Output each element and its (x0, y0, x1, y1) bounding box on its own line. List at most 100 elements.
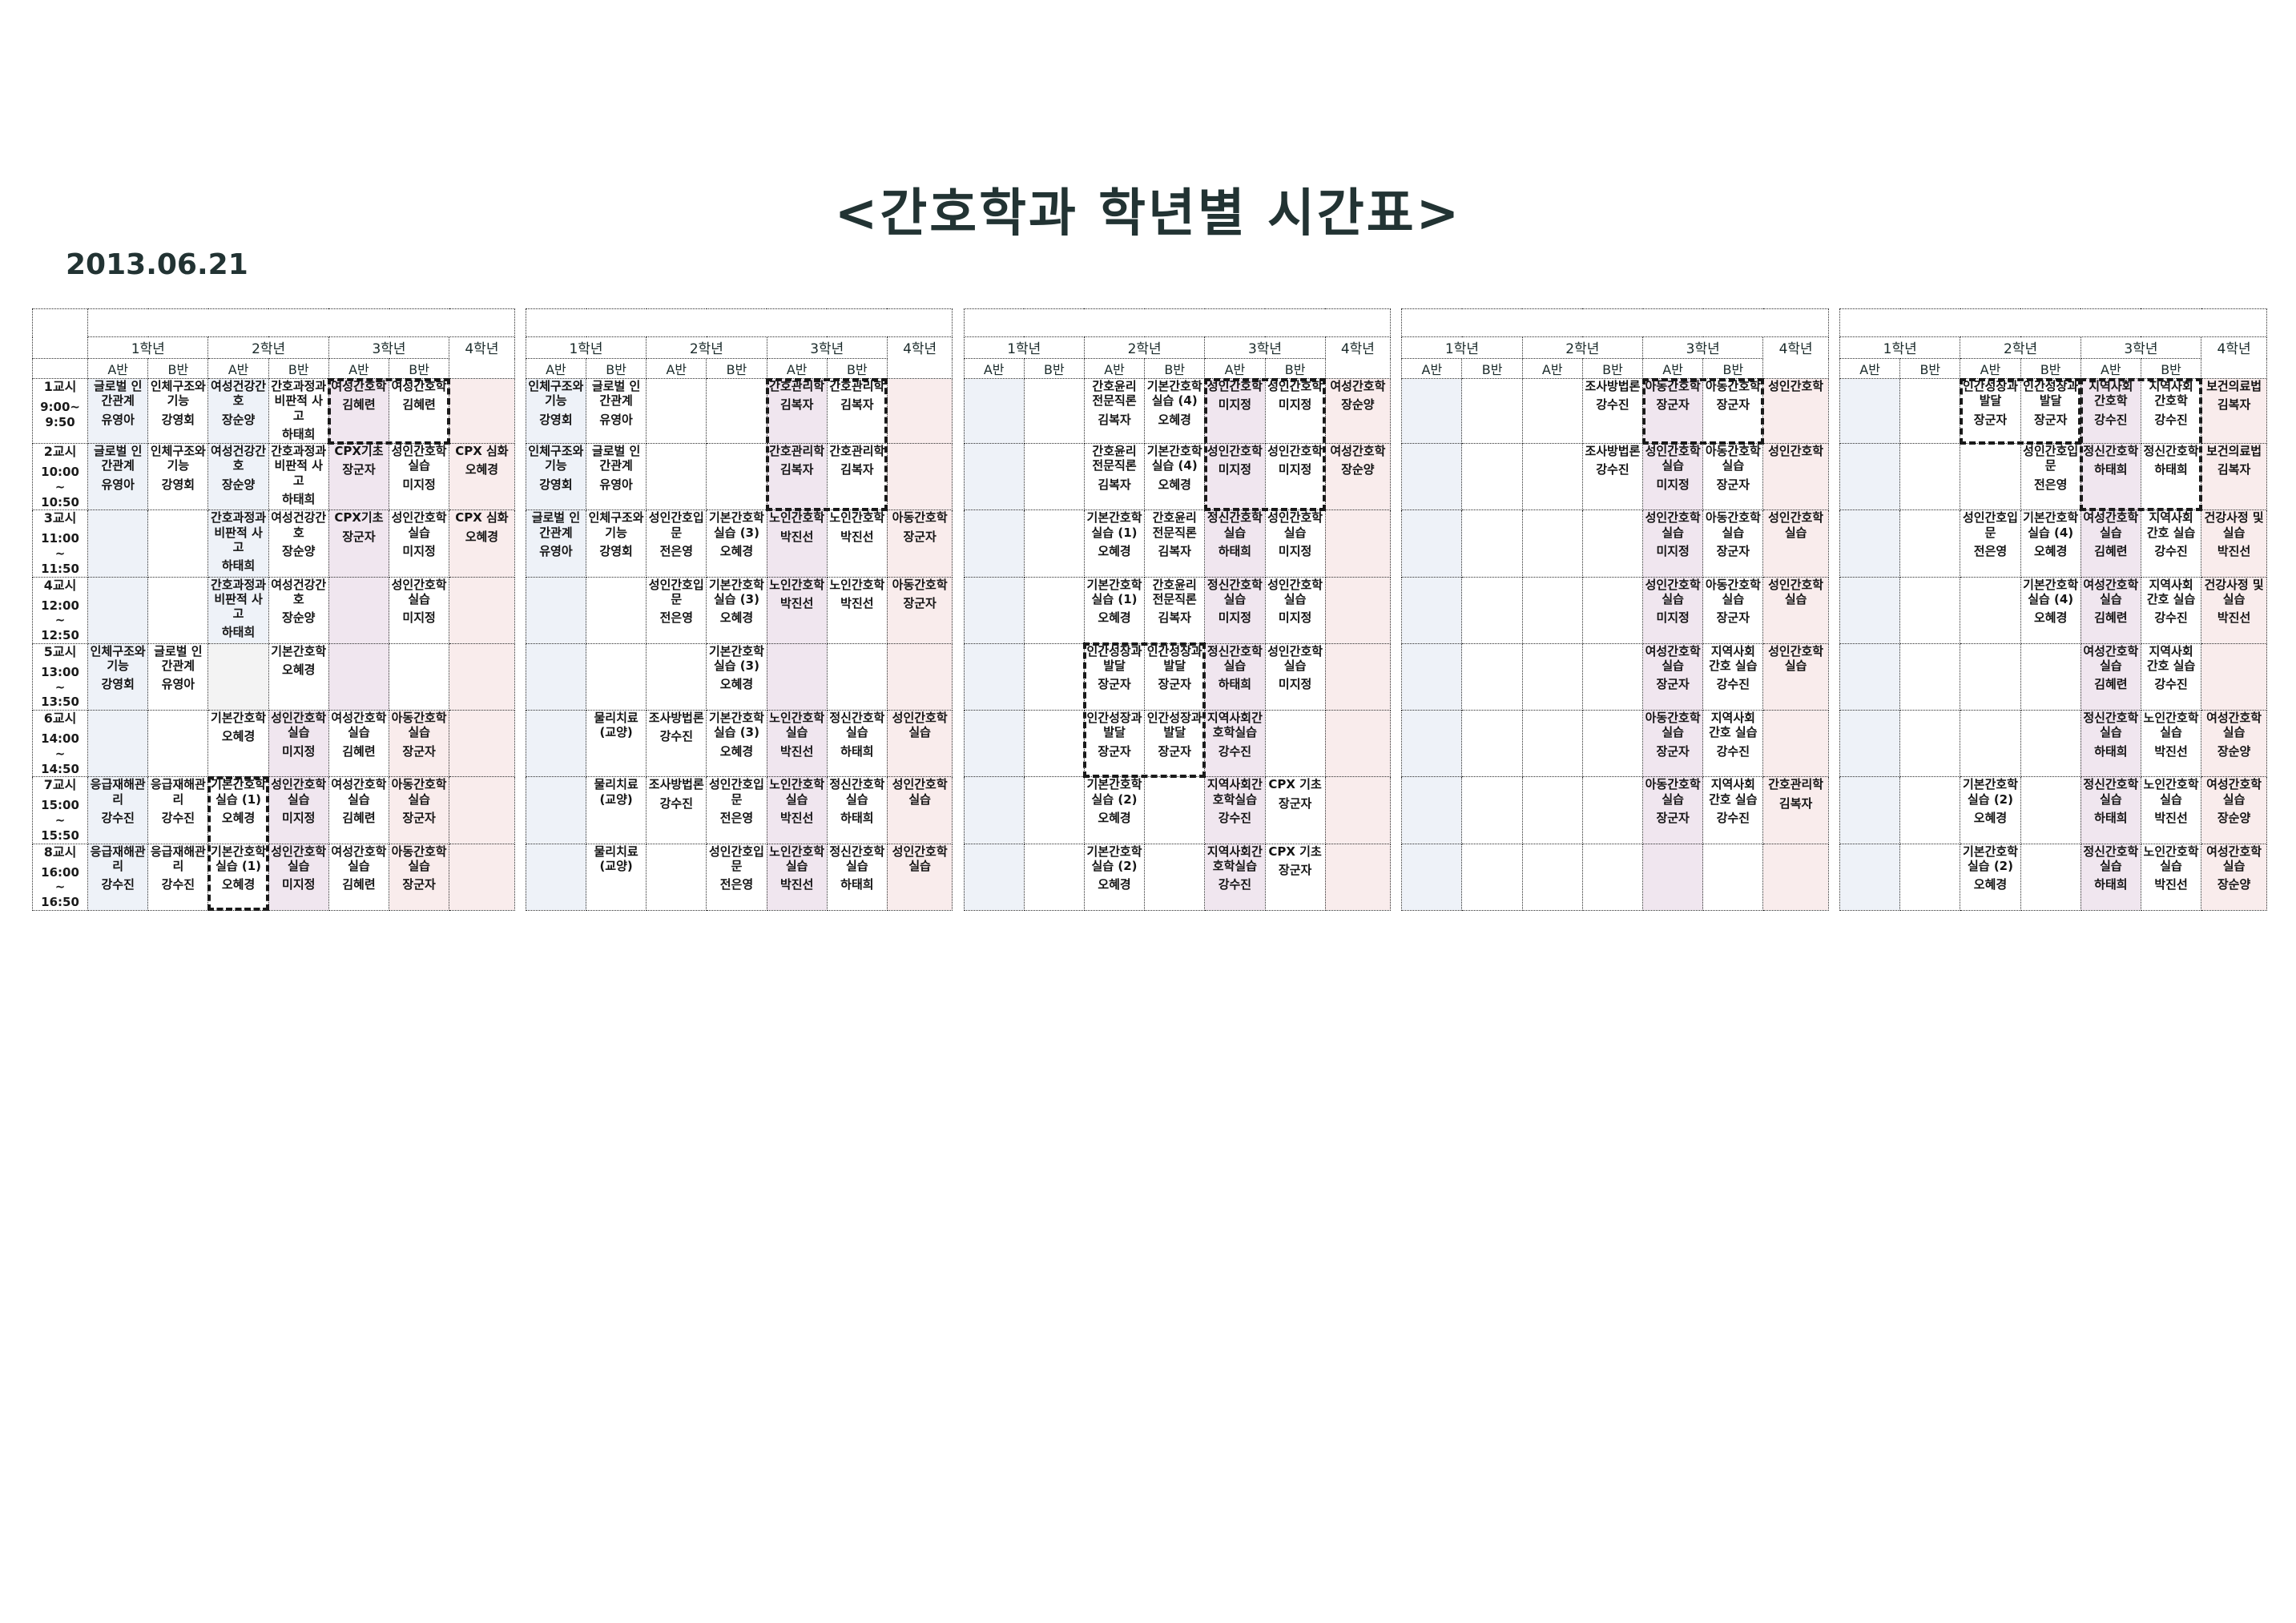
schedule-cell[interactable]: 정신간호학 실습 하태희 (1204, 642, 1266, 711)
schedule-cell[interactable]: 아동간호학 실습 장군자 (1702, 442, 1764, 511)
schedule-cell[interactable]: 물리치료 (교양) (586, 776, 647, 844)
schedule-cell[interactable] (1960, 576, 2021, 644)
schedule-cell[interactable]: 응급재해관리 강수진 (147, 776, 209, 844)
schedule-cell[interactable] (147, 709, 209, 778)
schedule-cell[interactable]: 노인간호학 박진선 (826, 509, 888, 578)
schedule-cell[interactable]: 성인간호학 실습 미지정 (268, 843, 329, 911)
schedule-cell[interactable]: 여성간호학 실습 김혜련 (2080, 509, 2141, 578)
schedule-cell[interactable] (328, 642, 390, 711)
schedule-cell[interactable] (449, 776, 515, 844)
schedule-cell[interactable]: 인체구조와 기능 강영회 (147, 378, 209, 444)
schedule-cell[interactable] (1521, 576, 1583, 644)
schedule-cell[interactable] (1264, 709, 1326, 778)
schedule-cell[interactable]: 정신간호학 실습 미지정 (1204, 576, 1266, 644)
schedule-cell[interactable]: 성인간호학 미지정 (1204, 378, 1266, 444)
schedule-cell[interactable]: 기본간호학 실습 (1) 오혜경 (207, 843, 269, 911)
schedule-cell[interactable] (1521, 776, 1583, 844)
schedule-cell[interactable] (1899, 843, 1961, 911)
schedule-cell[interactable] (886, 442, 953, 511)
schedule-cell[interactable] (2020, 709, 2081, 778)
schedule-cell[interactable] (2201, 642, 2267, 711)
schedule-cell[interactable] (1461, 378, 1523, 444)
schedule-cell[interactable]: 지역사회간호학실습 강수진 (1204, 843, 1266, 911)
schedule-cell[interactable]: 기본간호학 실습 (3) 오혜경 (706, 576, 767, 644)
schedule-cell[interactable]: 지역사회 간호학 강수진 (2140, 378, 2202, 444)
schedule-cell[interactable]: 여성간호학 실습 김혜련 (2080, 642, 2141, 711)
schedule-cell[interactable]: 보건의료법 김복자 (2201, 378, 2267, 444)
schedule-cell[interactable] (1461, 709, 1523, 778)
schedule-cell[interactable] (886, 642, 953, 711)
schedule-cell[interactable]: 보건의료법 김복자 (2201, 442, 2267, 511)
schedule-cell[interactable]: 노인간호학 실습 박진선 (2140, 843, 2202, 911)
schedule-cell[interactable]: 성인간호학 실습 미지정 (389, 509, 450, 578)
schedule-cell[interactable]: 성인간호학 미지정 (1204, 442, 1266, 511)
schedule-cell[interactable]: 물리치료 (교양) (586, 843, 647, 911)
schedule-cell[interactable]: 조사방법론 강수진 (646, 776, 707, 844)
schedule-cell[interactable]: 인체구조와 기능 강영회 (147, 442, 209, 511)
schedule-cell[interactable]: 여성건강간호 장순양 (207, 378, 269, 444)
schedule-cell[interactable]: 여성간호학 김혜련 (389, 378, 450, 444)
schedule-cell[interactable] (1521, 709, 1583, 778)
schedule-cell[interactable] (449, 709, 515, 778)
schedule-cell[interactable] (147, 509, 209, 578)
schedule-cell[interactable]: 조사방법론 강수진 (1581, 378, 1644, 444)
schedule-cell[interactable]: 아동간호학 실습 장군자 (1702, 509, 1764, 578)
schedule-cell[interactable]: 성인간호입문 전은영 (706, 843, 767, 911)
schedule-cell[interactable]: 여성간호학 실습 김혜련 (328, 843, 390, 911)
schedule-cell[interactable]: 인간성장과 발달 장군자 (2020, 378, 2081, 444)
schedule-cell[interactable]: 기본간호학 실습 (4) 오혜경 (1144, 378, 1206, 444)
schedule-cell[interactable]: 지역사회 간호 실습 강수진 (2140, 642, 2202, 711)
schedule-cell[interactable]: 노인간호학 박진선 (826, 576, 888, 644)
schedule-cell[interactable]: 조사방법론 강수진 (646, 709, 707, 778)
schedule-cell[interactable] (1521, 378, 1583, 444)
schedule-cell[interactable]: 성인간호학 (1762, 378, 1829, 444)
schedule-cell[interactable] (1401, 378, 1463, 444)
schedule-cell[interactable]: 아동간호학 장군자 (886, 576, 953, 644)
schedule-cell[interactable] (1324, 709, 1392, 778)
schedule-cell[interactable]: 성인간호입문 전은영 (646, 576, 707, 644)
schedule-cell[interactable] (1023, 843, 1085, 911)
schedule-cell[interactable] (1839, 509, 1901, 578)
schedule-cell[interactable]: 정신간호학 실습 하태희 (826, 709, 888, 778)
schedule-cell[interactable] (963, 776, 1025, 844)
schedule-cell[interactable]: 간호윤리 전문직론 김복자 (1083, 378, 1146, 444)
schedule-cell[interactable]: 여성간호학 실습 김혜련 (2080, 576, 2141, 644)
schedule-cell[interactable] (1324, 509, 1392, 578)
schedule-cell[interactable]: 기본간호학 실습 (1) 오혜경 (1083, 509, 1146, 578)
schedule-cell[interactable]: 기본간호학 실습 (3) 오혜경 (706, 709, 767, 778)
schedule-cell[interactable] (525, 576, 587, 644)
schedule-cell[interactable]: 응급재해관리 강수진 (147, 843, 209, 911)
schedule-cell[interactable]: 응급재해관리 강수진 (87, 776, 149, 844)
schedule-cell[interactable]: 노인간호학 실습 박진선 (766, 776, 828, 844)
schedule-cell[interactable] (1899, 378, 1961, 444)
schedule-cell[interactable] (1324, 776, 1392, 844)
schedule-cell[interactable]: 인간성장과 발달 장군자 (1083, 642, 1146, 711)
schedule-cell[interactable]: 성인간호입문 전은영 (706, 776, 767, 844)
schedule-cell[interactable] (963, 378, 1025, 444)
schedule-cell[interactable]: 글로벌 인간관계 유영아 (586, 442, 647, 511)
schedule-cell[interactable] (525, 642, 587, 711)
schedule-cell[interactable]: 간호관리학 김복자 (1762, 776, 1829, 844)
schedule-cell[interactable]: 인체구조와 기능 강영회 (525, 442, 587, 511)
schedule-cell[interactable]: 정신간호학 하태희 (2080, 442, 2141, 511)
schedule-cell[interactable]: 기본간호학 실습 (4) 오혜경 (2020, 509, 2081, 578)
schedule-cell[interactable]: 성인간호학 실습 미지정 (389, 576, 450, 644)
schedule-cell[interactable]: 기본간호학 실습 (1) 오혜경 (207, 776, 269, 844)
schedule-cell[interactable]: 성인간호입문 전은영 (1960, 509, 2021, 578)
schedule-cell[interactable]: 성인간호학 실습 (1762, 642, 1829, 711)
schedule-cell[interactable]: 기본간호학 실습 (2) 오혜경 (1960, 776, 2021, 844)
schedule-cell[interactable]: 노인간호학 실습 박진선 (766, 709, 828, 778)
schedule-cell[interactable] (1839, 442, 1901, 511)
schedule-cell[interactable]: 성인간호학 실습 미지정 (268, 776, 329, 844)
schedule-cell[interactable] (2020, 642, 2081, 711)
schedule-cell[interactable]: 응급재해관리 강수진 (87, 843, 149, 911)
schedule-cell[interactable] (1461, 642, 1523, 711)
schedule-cell[interactable]: 성인간호학 실습 미지정 (1642, 509, 1704, 578)
schedule-cell[interactable] (207, 642, 269, 711)
schedule-cell[interactable] (1960, 442, 2021, 511)
schedule-cell[interactable]: 기본간호학 실습 (2) 오혜경 (1083, 776, 1146, 844)
schedule-cell[interactable]: 정신간호학 실습 하태희 (826, 843, 888, 911)
schedule-cell[interactable]: 간호관리학 김복자 (826, 378, 888, 444)
schedule-cell[interactable] (963, 442, 1025, 511)
schedule-cell[interactable] (1899, 509, 1961, 578)
